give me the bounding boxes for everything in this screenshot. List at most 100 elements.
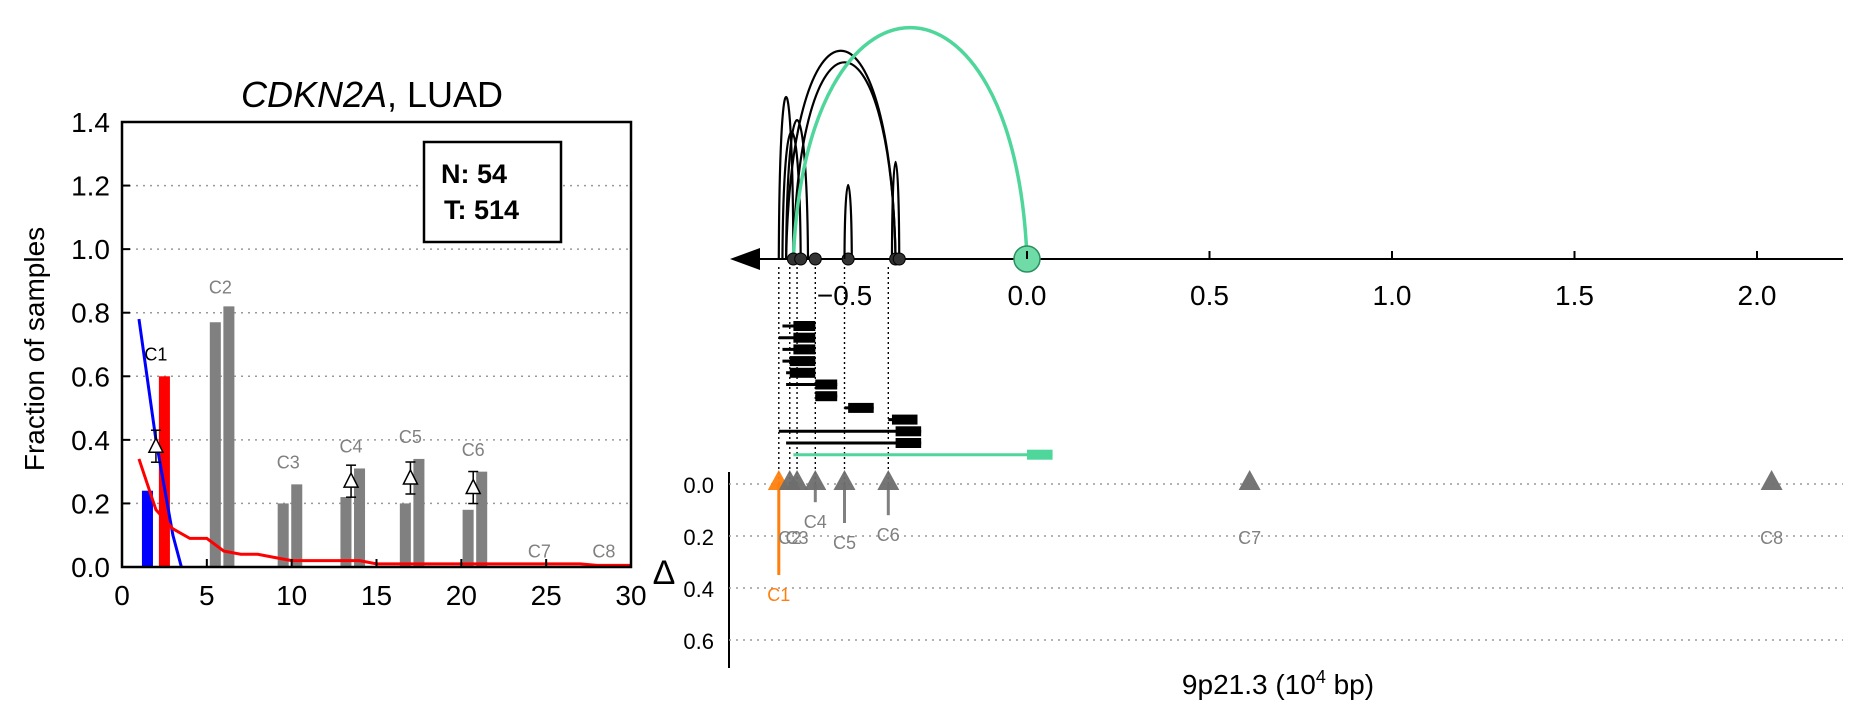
left-bar: [141, 490, 153, 567]
strand-arrow-icon: [730, 248, 760, 270]
delta-tick-label: 0.2: [683, 525, 714, 550]
xlabel-main: 9p21.3 (10: [1182, 669, 1316, 700]
legend-tumor-count: T: 514: [444, 195, 519, 225]
left-cluster-label: C8: [592, 541, 615, 561]
cluster-triangle-icon: [1238, 470, 1261, 490]
genome-xtick-label: 1.0: [1373, 280, 1412, 311]
left-xtick-label: 25: [531, 580, 562, 611]
left-xtick-label: 5: [199, 580, 215, 611]
left-series-line: [137, 458, 631, 567]
delta-tick-label: 0.4: [683, 577, 714, 602]
transcript-exon: [895, 426, 922, 437]
left-ytick-label: 0.4: [71, 425, 110, 456]
left-y-ticks: 0.0 0.2 0.4 0.6 0.8 1.0 1.2 1.4: [71, 107, 130, 583]
left-cluster-label: C2: [209, 278, 232, 298]
transcript-exon: [1027, 449, 1053, 460]
left-cluster-labels: C1 C2 C3 C4 C5 C6 C7 C8: [144, 278, 615, 562]
delta-grid: [729, 483, 1843, 641]
left-bar: [223, 306, 235, 567]
left-xtick-label: 20: [446, 580, 477, 611]
left-bar: [209, 322, 221, 567]
left-ytick-label: 1.2: [71, 171, 110, 202]
title-gene: CDKN2A: [241, 74, 387, 115]
splice-arc: [843, 184, 853, 260]
splice-arc: [792, 61, 897, 260]
left-bar: [277, 503, 289, 567]
left-error-markers: [147, 429, 482, 505]
junction-node-icon: [794, 252, 808, 266]
left-bar: [340, 497, 352, 567]
legend-normal-count: N: 54: [441, 159, 507, 189]
left-ytick-label: 0.2: [71, 488, 110, 519]
left-xtick-label: 30: [615, 580, 646, 611]
genome-xtick-label: 0.0: [1008, 280, 1047, 311]
delta-tick-label: 0.0: [683, 473, 714, 498]
left-xtick-label: 10: [276, 580, 307, 611]
title-rest: , LUAD: [387, 74, 503, 115]
transcript-exon: [891, 414, 918, 425]
nodes: [786, 245, 1041, 273]
delta-triangle-icon: [342, 471, 360, 488]
cluster-marker-label: C6: [877, 525, 900, 545]
left-ytick-label: 0.6: [71, 361, 110, 392]
left-cluster-label: C6: [462, 440, 485, 460]
left-xtick-label: 0: [114, 580, 130, 611]
arcs: [777, 26, 1029, 260]
junction-node-icon: [808, 252, 822, 266]
left-cluster-label: C5: [399, 427, 422, 447]
transcript-exon: [815, 379, 838, 390]
genome-x-ticks: −0.5 0.0 0.5 1.0 1.5 2.0: [817, 251, 1777, 311]
vertical-guides: [778, 267, 889, 484]
junction-node-icon: [892, 252, 906, 266]
left-ytick-label: 0.0: [71, 552, 110, 583]
left-panel: CDKN2A, LUAD Fraction of samples C1C2C3C…: [19, 74, 647, 611]
legend-box: N: 54 T: 514: [422, 140, 563, 244]
left-bar: [476, 471, 488, 567]
delta-axis-label: Δ: [653, 554, 676, 592]
left-cluster-label: C4: [340, 437, 363, 457]
cluster-marker-label: C4: [804, 512, 827, 532]
left-x-ticks: 0 5 10 15 20 25 30: [114, 559, 647, 611]
chart-title: CDKN2A, LUAD: [241, 74, 503, 115]
delta-ticks: 0.0 0.2 0.4 0.6: [683, 473, 714, 654]
transcript-exon: [848, 402, 874, 413]
left-cluster-label: C7: [528, 541, 551, 561]
genome-xtick-label: 1.5: [1555, 280, 1594, 311]
transcript-exon: [789, 356, 816, 367]
cluster-triangle-icon: [1760, 470, 1783, 490]
xlabel-exponent: 4: [1316, 667, 1326, 687]
left-cluster-label: C3: [277, 452, 300, 472]
delta-triangle-icon: [147, 436, 165, 453]
cluster-marker-label: C7: [1238, 528, 1261, 548]
splice-arc: [785, 119, 810, 260]
left-ytick-label: 1.4: [71, 107, 110, 138]
left-bar: [462, 509, 474, 567]
cluster-triangle-icon: [804, 470, 827, 490]
cluster-triangle-icon: [833, 470, 856, 490]
transcript-exon: [789, 367, 816, 378]
cluster-marker-label: C5: [833, 533, 856, 553]
left-series-line: [137, 318, 183, 568]
transcripts: [778, 321, 1053, 460]
genome-xtick-label: 2.0: [1738, 280, 1777, 311]
xlabel-tail: bp): [1326, 669, 1374, 700]
transcript-exon: [815, 391, 838, 402]
left-bar: [399, 503, 411, 567]
left-ytick-label: 1.0: [71, 234, 110, 265]
delta-tick-label: 0.6: [683, 629, 714, 654]
transcript-exon: [895, 438, 922, 448]
left-cluster-label: C1: [144, 344, 167, 364]
genome-axis-label: 9p21.3 (104 bp): [1182, 667, 1374, 700]
right-panel: −0.5 0.0 0.5 1.0 1.5 2.0 0.00.20.40.6 Δ C1C2C…: [653, 26, 1843, 700]
left-bar: [291, 484, 303, 567]
splice-arc: [777, 95, 795, 260]
cluster-triangle-icon: [786, 470, 809, 490]
delta-triangle-icon: [464, 477, 482, 495]
splice-arc: [791, 26, 1029, 260]
legend-frame: [422, 140, 563, 244]
cluster-marker-label: C3: [786, 528, 809, 548]
transcript-exon: [793, 321, 816, 331]
left-gridlines: [122, 184, 631, 505]
